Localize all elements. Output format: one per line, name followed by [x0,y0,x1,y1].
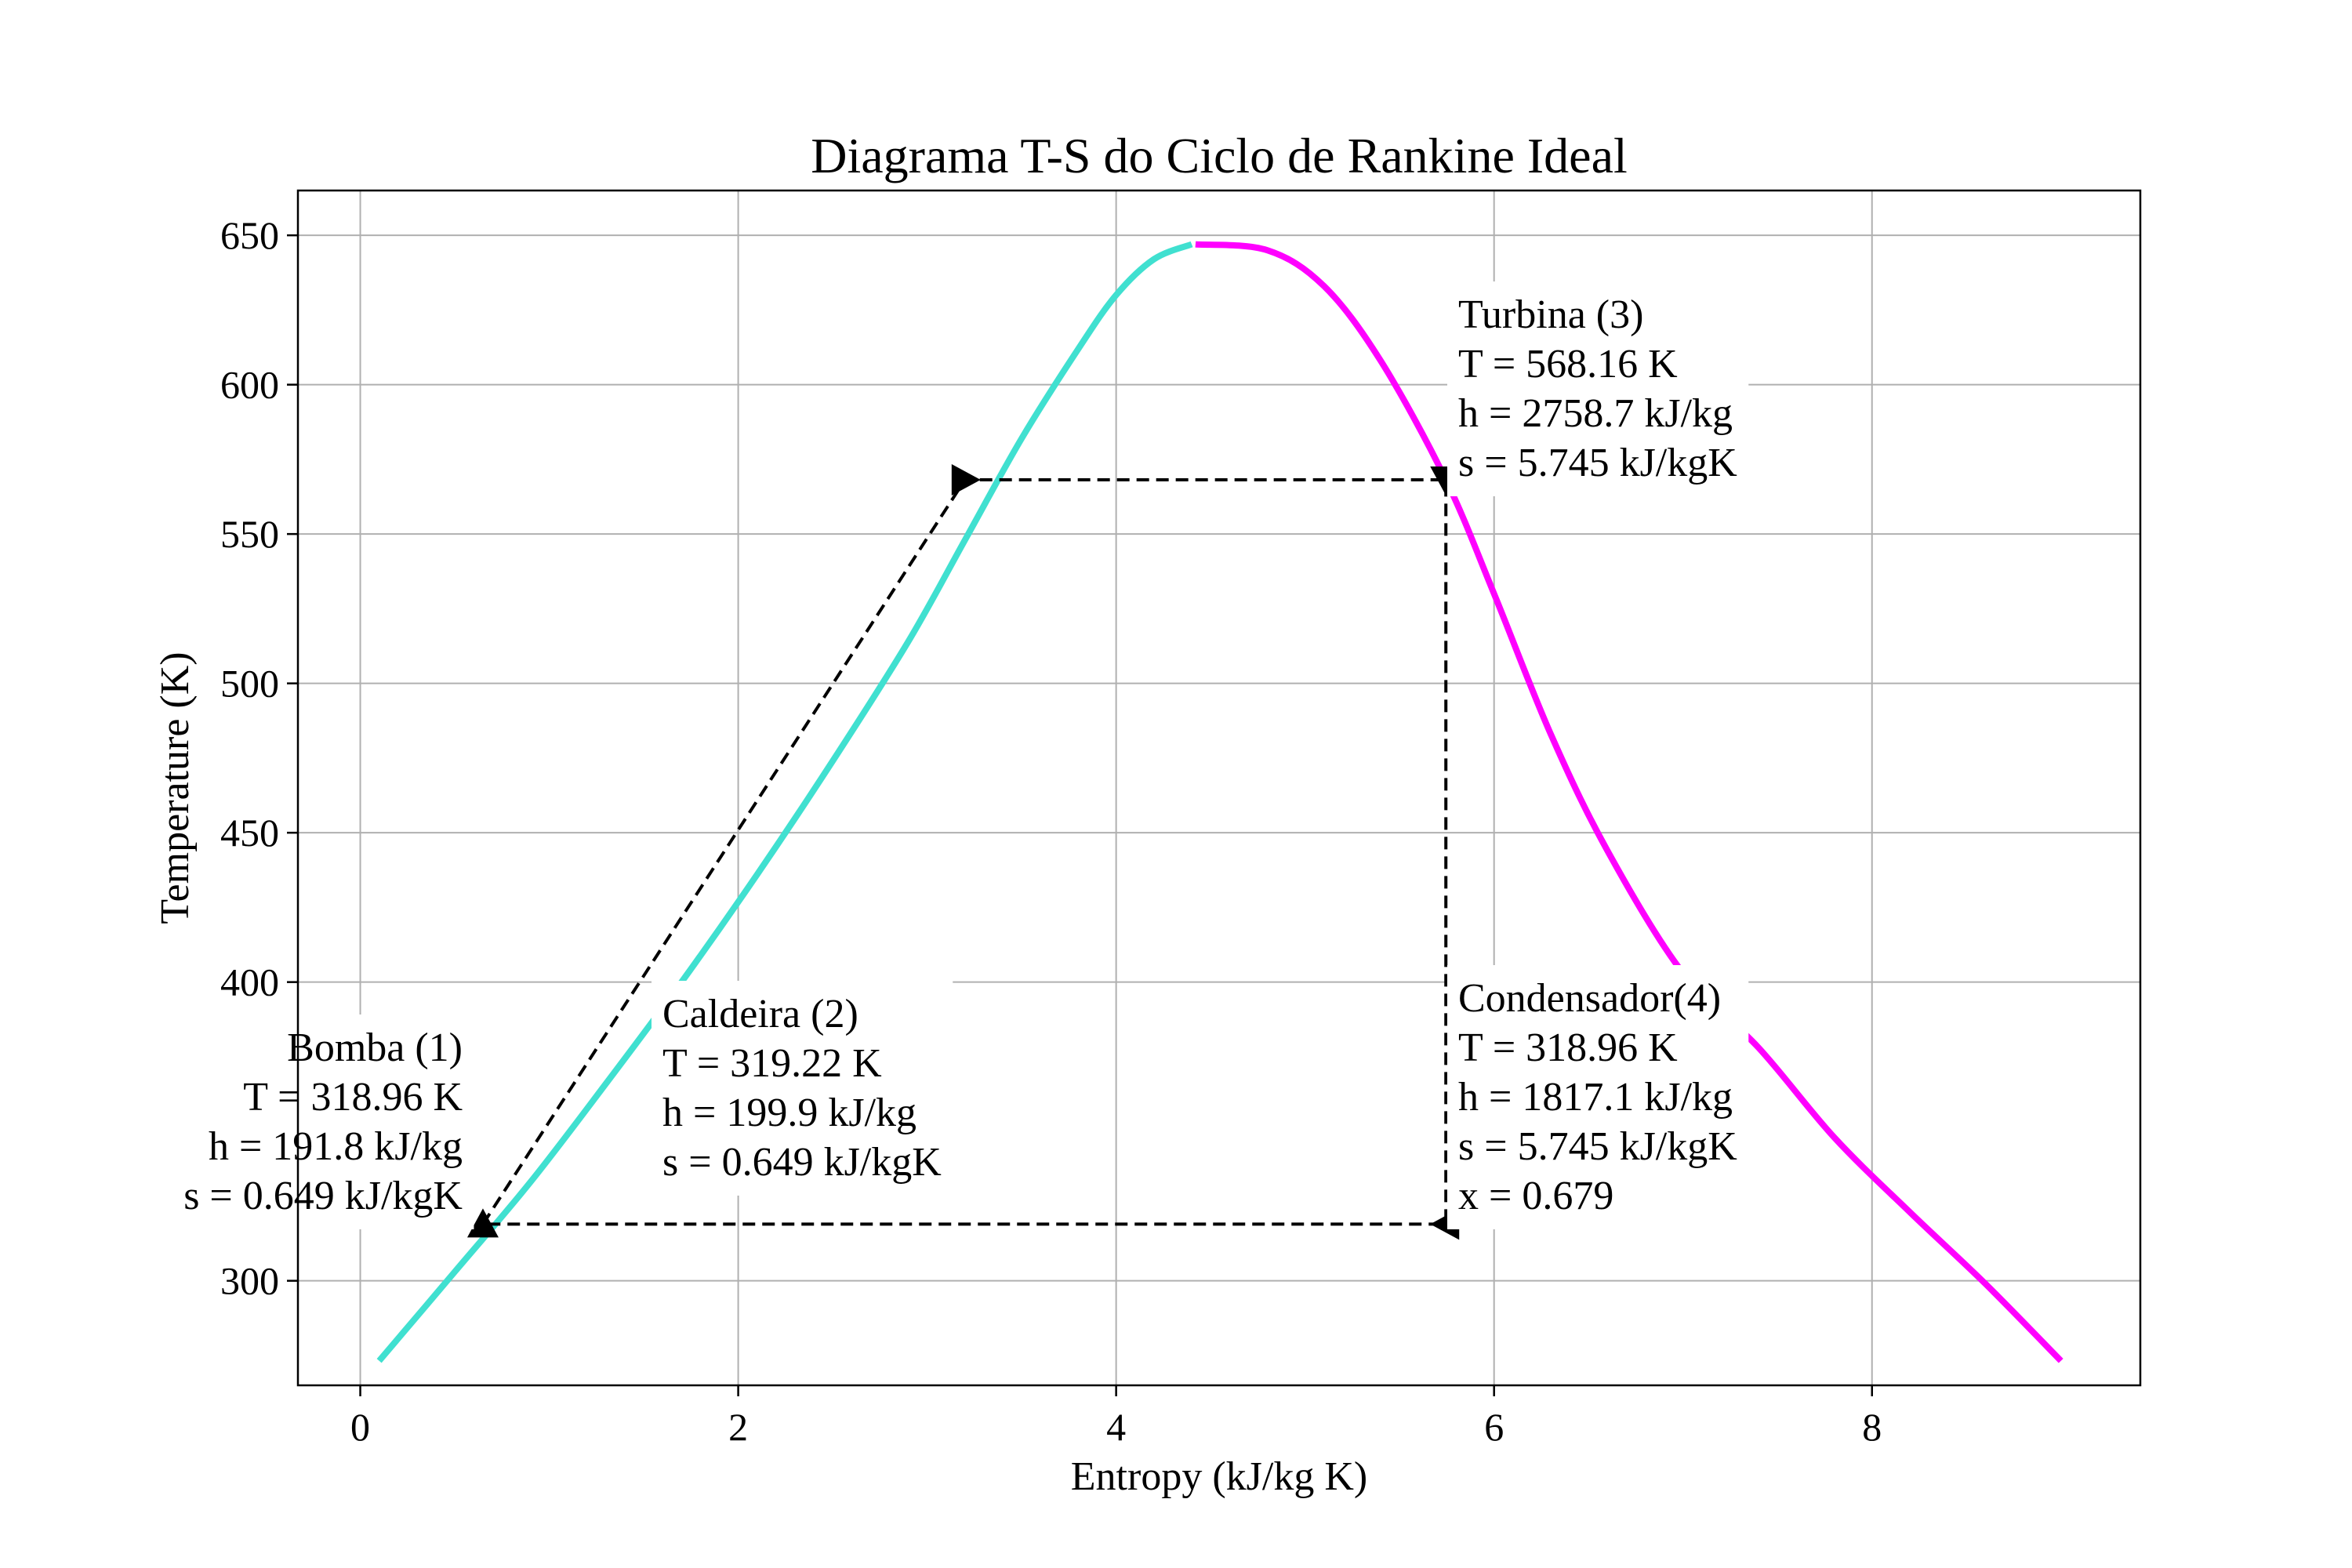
x-tick-label: 0 [350,1405,370,1449]
x-tick-label: 6 [1484,1405,1504,1449]
annotation-bomba: Bomba (1) T = 318.96 Kh = 191.8 kJ/kg s = … [172,1014,474,1229]
y-axis-label: Temperature (K) [153,652,198,924]
annotation-caldeira: Caldeira (2) T = 319.22 K h = 199.9 kJ/kg s… [652,981,953,1196]
x-axis-label: Entropy (kJ/kg K) [1071,1454,1367,1499]
x-tick-label: 4 [1106,1405,1126,1449]
annotation-line: h = 199.9 kJ/kg [662,1091,916,1135]
annotation-line: Turbina (3) [1458,292,1643,337]
annotation-background [1447,965,1749,1229]
saturated-vapor-curve [1195,241,2063,1363]
saturation-curves [376,241,2063,1363]
annotation-line: T = 319.22 K [662,1041,882,1086]
annotation-line: Bomba (1) [287,1025,463,1070]
chart-title: Diagrama T-S do Ciclo de Rankine Ideal [811,128,1628,183]
grid-lines [298,191,2140,1385]
annotation-line: s = 5.745 kJ/kgK [1458,441,1737,485]
annotation-line: x = 0.679 [1458,1174,1613,1218]
y-tick-label: 450 [220,811,279,855]
y-tick-label: 400 [220,960,279,1004]
y-tick-label: 550 [220,512,279,556]
annotation-background [652,981,953,1196]
annotation-line: s = 0.649 kJ/kgK [662,1140,942,1185]
annotation-turbina: Turbina (3) T = 568.16 Kh = 2758.7 kJ/kg s… [1447,281,1749,496]
rankine-cycle [466,463,1462,1240]
annotation-line: h = 191.8 kJ/kg [209,1124,463,1169]
annotation-line: Caldeira (2) [662,992,858,1036]
annotation-line: T = 568.16 K [1458,342,1678,387]
annotation-line: s = 5.745 kJ/kgK [1458,1124,1737,1169]
annotation-line: h = 1817.1 kJ/kg [1458,1075,1733,1120]
annotation-line: T = 318.96 K [243,1075,463,1120]
cycle-marker [951,463,981,495]
annotation-background [172,1014,474,1229]
axis-ticks: 0 2 4 6 8 300 400 450 500 550 600 650 [220,213,1882,1449]
y-tick-label: 600 [220,363,279,407]
annotation-line: s = 0.649 kJ/kgK [183,1174,463,1218]
cycle-marker [466,1208,499,1238]
y-tick-label: 300 [220,1259,279,1303]
y-tick-label: 650 [220,213,279,257]
state-annotations: Bomba (1)T = 318.96 Kh = 191.8 kJ/kgs = … [172,281,1749,1229]
annotation-condensador: Condensador(4)T = 318.96 K h = 1817.1 kJ/… [1447,965,1749,1229]
annotation-line: h = 2758.7 kJ/kg [1458,391,1733,436]
plot-frame [296,189,2142,1387]
saturated-liquid-curve [376,241,1193,1363]
annotation-line: Condensador(4) [1458,976,1721,1021]
annotation-background [1447,281,1749,496]
x-tick-label: 2 [728,1405,748,1449]
x-tick-label: 8 [1862,1405,1882,1449]
cycle-path [481,477,1448,1226]
annotation-line: T = 318.96 K [1458,1025,1678,1070]
y-tick-label: 500 [220,662,279,706]
